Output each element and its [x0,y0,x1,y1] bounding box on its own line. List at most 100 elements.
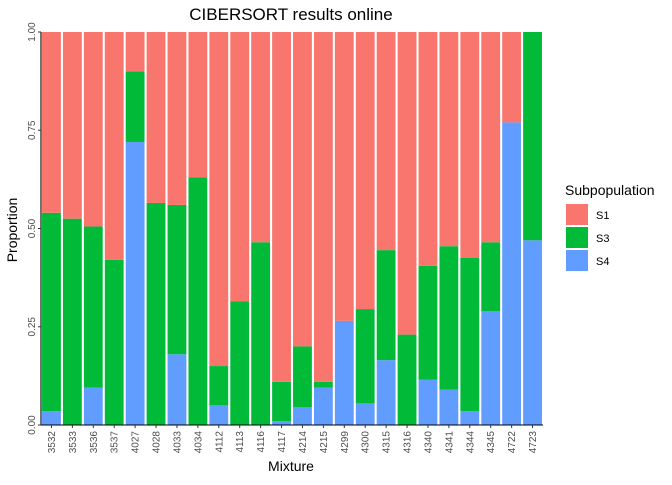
bar-segment-4027-S4 [125,142,145,426]
bar-segment-4112-S1 [209,32,229,367]
bar-segment-4117-S1 [272,32,291,382]
bar-segment-4214-S1 [293,32,312,347]
bar-segment-4215-S1 [313,32,333,382]
bar-segment-4315-S4 [376,360,396,425]
legend-key-S4 [566,250,588,271]
bar-segment-4340-S1 [418,32,438,266]
x-tick-label: 4345 [486,431,497,454]
legend-title: Subpopulation [565,182,655,198]
bar-segment-4340-S4 [418,379,438,425]
x-tick-label: 4723 [528,431,539,454]
bar-segment-4113-S3 [230,301,250,425]
bar-segment-4214-S4 [293,407,312,425]
bar-segment-4315-S3 [376,250,396,361]
bar-segment-4215-S3 [313,381,333,388]
bar-segment-4341-S4 [439,389,459,425]
x-tick-label: 4033 [172,431,183,454]
bar-segment-4723-S3 [523,32,542,241]
bar-segment-4722-S1 [502,32,522,123]
bar-segment-3536-S3 [83,226,103,388]
bar-segment-4341-S1 [439,32,459,247]
x-axis-label: Mixture [268,458,314,474]
x-tick-label: 4113 [235,431,246,453]
bar-segment-4112-S4 [209,405,229,425]
bar-segment-4215-S4 [313,387,333,425]
x-tick-label: 3537 [110,431,121,454]
bar-segment-3537-S3 [104,259,124,425]
x-tick-label: 4034 [193,431,204,454]
y-tick-label: 1.00 [27,22,38,42]
bar-segment-4300-S4 [355,403,375,425]
bars-group [42,32,542,426]
chart-title: CIBERSORT results online [189,5,392,24]
bar-segment-4113-S1 [230,32,250,302]
bar-segment-4116-S3 [251,242,271,425]
bar-segment-3533-S1 [62,32,82,219]
bar-segment-3536-S1 [83,32,103,227]
x-tick-label: 4116 [256,431,267,453]
x-tick-label: 4117 [277,431,288,453]
bar-segment-3532-S1 [42,32,61,213]
bar-segment-4344-S4 [460,411,480,425]
bar-segment-4300-S3 [355,309,375,404]
bar-segment-3536-S4 [83,387,103,425]
bar-segment-3537-S1 [104,32,124,260]
bar-segment-4033-S4 [167,354,187,425]
bar-segment-3532-S4 [42,411,61,425]
x-tick-label: 4214 [298,431,309,454]
bar-segment-4345-S4 [481,311,501,425]
x-tick-label: 4027 [131,431,142,454]
bar-segment-4340-S3 [418,265,438,380]
bar-segment-4344-S3 [460,257,480,412]
bar-segment-4344-S1 [460,32,480,258]
legend-key-S3 [566,227,588,248]
x-tick-label: 3532 [47,431,58,454]
bar-segment-4722-S4 [502,122,522,425]
bar-segment-4027-S1 [125,32,145,72]
bar-segment-4116-S1 [251,32,271,243]
bar-segment-4316-S3 [397,334,417,425]
x-tick-label: 4722 [507,431,518,454]
legend-label: S1 [596,210,609,222]
y-axis-label: Proportion [4,198,20,263]
bar-segment-4034-S3 [188,177,208,425]
bar-segment-4112-S3 [209,366,229,406]
x-tick-label: 4028 [152,431,163,454]
bar-segment-4316-S1 [397,32,417,335]
x-tick-label: 4340 [423,431,434,454]
bar-segment-4034-S1 [188,32,208,178]
bar-segment-4028-S1 [146,32,166,203]
y-tick-label: 0.25 [27,317,38,337]
bar-segment-4300-S1 [355,32,375,310]
legend: Subpopulation S1 S3 S4 [565,182,655,271]
bar-segment-4033-S1 [167,32,187,205]
bar-segment-4345-S1 [481,32,501,243]
bar-segment-4117-S4 [272,421,291,425]
x-tick-label: 4300 [361,431,372,454]
bar-segment-4341-S3 [439,246,459,390]
x-tick-label: 4341 [444,431,455,454]
bar-segment-4117-S3 [272,381,291,422]
bar-segment-4028-S3 [146,202,166,425]
x-tick-label: 3536 [89,431,100,454]
legend-label: S3 [596,233,609,245]
bar-segment-4299-S4 [334,320,354,425]
bar-segment-4345-S3 [481,242,501,312]
bar-segment-4033-S3 [167,204,187,355]
x-tick-label: 4315 [382,431,393,454]
x-tick-label: 4316 [403,431,414,454]
x-tick-label: 4215 [319,431,330,454]
bar-segment-4214-S3 [293,346,312,408]
y-tick-label: 0.75 [27,120,38,140]
y-tick-label: 0.50 [27,218,38,238]
x-tick-label: 4299 [340,431,351,454]
x-tick-label: 3533 [68,431,79,454]
bar-segment-3532-S3 [42,212,61,412]
bar-segment-4723-S4 [523,240,542,425]
bar-segment-4299-S1 [334,32,354,321]
x-tick-label: 4112 [214,431,225,453]
axes-group: 0.00 0.25 0.50 0.75 1.00 3532 3533 3536 3537 4027… [27,22,543,453]
y-tick-label: 0.00 [27,415,38,435]
